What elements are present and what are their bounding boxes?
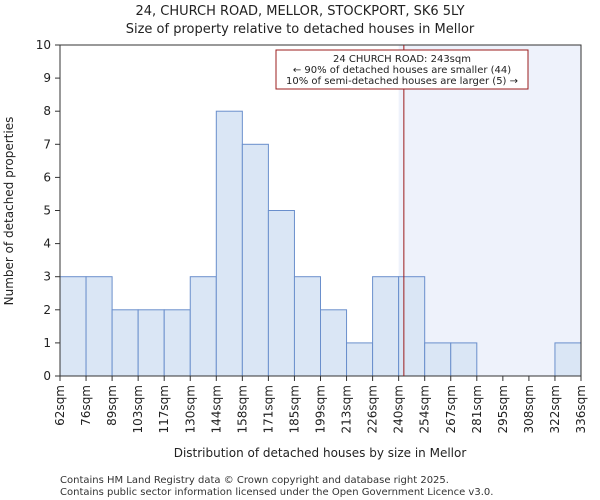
bar-240sqm	[398, 276, 426, 377]
x-tick-label-89sqm: 89sqm	[105, 385, 119, 426]
y-tick-label: 10	[36, 38, 51, 52]
x-tick-label-199sqm: 199sqm	[314, 385, 328, 433]
bar-213sqm	[346, 342, 374, 377]
bar-103sqm	[137, 309, 165, 377]
y-tick-label: 7	[43, 137, 51, 151]
chart-title-line1: 24, CHURCH ROAD, MELLOR, STOCKPORT, SK6 …	[135, 4, 464, 19]
x-tick-label-185sqm: 185sqm	[287, 385, 301, 433]
x-tick-label-281sqm: 281sqm	[470, 385, 484, 433]
bar-199sqm	[320, 309, 348, 377]
x-tick-label-254sqm: 254sqm	[418, 385, 432, 433]
x-tick-label-130sqm: 130sqm	[183, 385, 197, 433]
x-tick-label-144sqm: 144sqm	[209, 385, 223, 433]
y-tick-label: 0	[43, 369, 51, 383]
bar-62sqm	[59, 276, 87, 377]
bar-144sqm	[215, 110, 243, 377]
x-tick-label-240sqm: 240sqm	[392, 385, 406, 433]
shade-rect	[398, 45, 581, 376]
x-tick-label-267sqm: 267sqm	[444, 385, 458, 433]
bar-158sqm	[241, 143, 269, 377]
x-tick-label-295sqm: 295sqm	[496, 385, 510, 433]
annotation-larger: 10% of semi-detached houses are larger (…	[286, 76, 518, 87]
y-tick-label: 6	[43, 170, 51, 184]
bar-185sqm	[293, 276, 322, 377]
y-tick-label: 3	[43, 270, 51, 284]
bar-254sqm	[424, 342, 452, 377]
annotation-smaller: ← 90% of detached houses are smaller (44…	[293, 65, 511, 76]
footer-line2: Contains public sector information licen…	[60, 487, 493, 498]
x-axis-label: Distribution of detached houses by size …	[174, 446, 467, 460]
x-tick-label-117sqm: 117sqm	[157, 385, 171, 433]
bar-89sqm	[111, 309, 139, 377]
bar-171sqm	[267, 210, 295, 377]
x-tick-label-322sqm: 322sqm	[548, 385, 562, 433]
y-axis-label: Number of detached properties	[2, 117, 16, 306]
x-tick-label-76sqm: 76sqm	[79, 385, 93, 426]
y-tick-label: 1	[43, 336, 51, 350]
x-tick-label-213sqm: 213sqm	[340, 385, 354, 433]
bar-117sqm	[163, 309, 191, 377]
bar-130sqm	[189, 276, 217, 377]
y-axis: 0 1 2 3 4 5 6 7 8 9 10	[36, 38, 60, 383]
x-tick-label-171sqm: 171sqm	[261, 385, 275, 433]
y-tick-label: 4	[43, 237, 51, 251]
bar-322sqm	[554, 342, 582, 377]
bars-group	[59, 110, 582, 377]
x-tick-label-158sqm: 158sqm	[235, 385, 249, 433]
annotation-title: 24 CHURCH ROAD: 243sqm	[333, 54, 471, 65]
chart-title-line2: Size of property relative to detached ho…	[126, 22, 475, 37]
y-tick-label: 8	[43, 104, 51, 118]
footer-line1: Contains HM Land Registry data © Crown c…	[60, 475, 449, 486]
bar-267sqm	[450, 342, 478, 377]
bar-226sqm	[372, 276, 400, 377]
x-tick-label-62sqm: 62sqm	[53, 385, 67, 426]
shaded-larger-region	[398, 45, 581, 376]
x-tick-label-103sqm: 103sqm	[131, 385, 145, 433]
bar-76sqm	[85, 276, 113, 377]
y-tick-label: 9	[43, 71, 51, 85]
annotation-box	[275, 49, 529, 90]
x-tick-label-308sqm: 308sqm	[522, 385, 536, 433]
x-tick-label-226sqm: 226sqm	[366, 385, 380, 433]
x-tick-label-336sqm: 336sqm	[574, 385, 588, 433]
x-axis: 62sqm 76sqm 89sqm 103sqm 117sqm 130sqm 144sqm 1…	[53, 376, 588, 433]
y-tick-label: 5	[43, 204, 51, 218]
y-tick-label: 2	[43, 303, 51, 317]
